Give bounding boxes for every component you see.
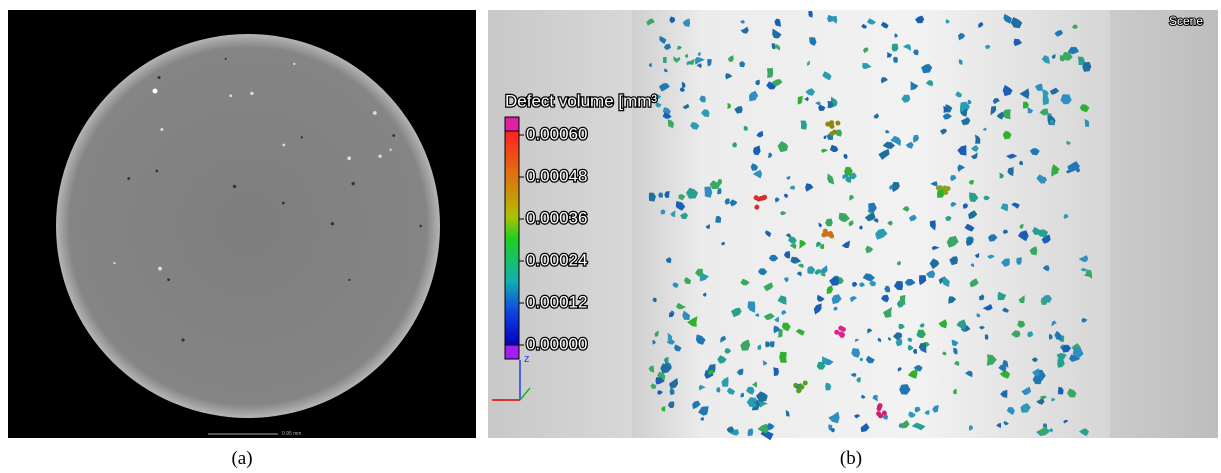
speck [153, 89, 158, 94]
panel-label: (b) [840, 448, 862, 469]
speck [373, 111, 377, 115]
speck [378, 155, 381, 158]
speck [158, 267, 162, 271]
colorbar [505, 131, 519, 345]
defect [841, 327, 846, 332]
defect [796, 388, 801, 393]
defect [942, 185, 947, 190]
defect [803, 380, 808, 385]
speck [390, 149, 392, 151]
defect [943, 190, 948, 195]
colorbar-tick-label: 0.00048 [526, 166, 587, 185]
colorbar-tick-label: 0.00036 [526, 208, 587, 227]
defect [840, 332, 845, 337]
defect [799, 384, 804, 389]
defect [704, 187, 712, 198]
defect [773, 367, 779, 376]
defect [761, 196, 766, 201]
defect [663, 57, 667, 63]
defect [882, 410, 887, 415]
speck [155, 170, 158, 173]
defect [1016, 257, 1021, 265]
speck [181, 338, 184, 341]
speck [233, 185, 236, 188]
defect [765, 341, 770, 347]
speck [250, 92, 253, 95]
speck [331, 222, 334, 225]
defect [877, 404, 882, 409]
speck [348, 279, 350, 281]
defect [835, 121, 840, 126]
scale-bar-label: 0.95 mm [282, 431, 301, 437]
panel-label: (a) [231, 448, 252, 469]
colorbar-under [505, 345, 519, 359]
speck [301, 136, 303, 138]
speck [225, 58, 227, 60]
defect [829, 131, 834, 136]
speck [347, 156, 351, 160]
speck [293, 63, 295, 65]
scene-label: Scene [1169, 14, 1203, 28]
defect [829, 120, 834, 125]
defect [779, 352, 787, 363]
speck [282, 202, 285, 205]
speck [160, 128, 163, 131]
axis-label: z [524, 353, 530, 365]
defect [754, 195, 759, 200]
speck [229, 94, 232, 97]
speck [167, 278, 170, 281]
colorbar-tick-label: 0.00024 [526, 250, 587, 269]
defect [793, 383, 798, 388]
colorbar-title: Defect volume [mm³ [505, 91, 657, 110]
defect [985, 334, 989, 340]
speck [158, 76, 161, 79]
speck [127, 177, 130, 180]
speck [113, 262, 115, 264]
defect [834, 330, 839, 335]
colorbar-over [505, 117, 519, 131]
colorbar-tick-label: 0.00012 [526, 292, 587, 311]
defect [938, 185, 943, 190]
speck [351, 182, 354, 185]
defect [876, 411, 881, 416]
figure: 0.95 mm (a) Scene Defect volume [mm³ 0.0… [0, 0, 1221, 473]
defect [823, 229, 828, 234]
colorbar-tick-label: 0.00000 [526, 334, 587, 353]
speck [419, 225, 422, 228]
defect [754, 205, 759, 210]
colorbar-tick-label: 0.00060 [526, 124, 587, 143]
sample-disc [56, 34, 440, 418]
defect [767, 68, 773, 78]
speck [282, 144, 285, 147]
defect [828, 231, 833, 236]
speck [392, 134, 395, 137]
